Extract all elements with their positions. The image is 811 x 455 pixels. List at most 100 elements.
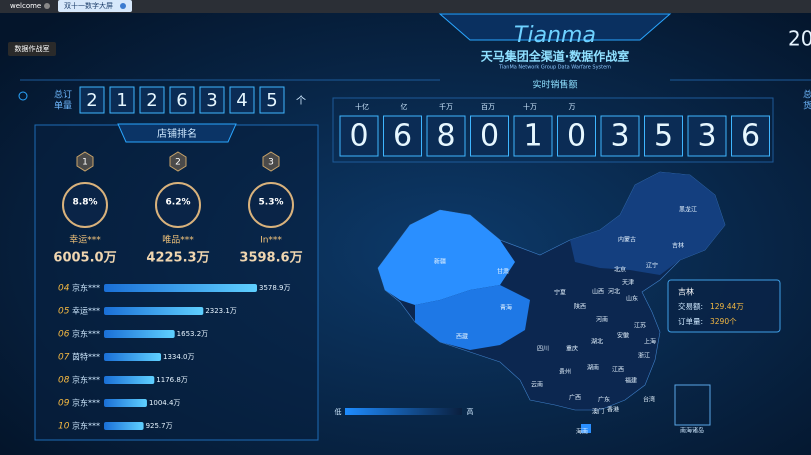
- inset-box: [674, 384, 711, 426]
- province-label: 重庆: [566, 345, 578, 353]
- digit-box: [426, 115, 466, 157]
- bar: [104, 353, 162, 361]
- order-digit: 1: [116, 90, 127, 111]
- province-label: 吉林: [672, 242, 684, 250]
- province-label: 辽宁: [646, 262, 658, 270]
- legend-bar: [345, 408, 462, 415]
- order-digit: 6: [176, 90, 187, 111]
- bar: [104, 376, 155, 384]
- rank-amount: 6005.0万: [53, 251, 116, 266]
- year: 20: [788, 27, 811, 51]
- province-label: 黑龙江: [679, 206, 697, 214]
- digit-box: [199, 86, 225, 114]
- province-label: 西藏: [456, 333, 468, 341]
- province-label: 台湾: [643, 396, 655, 404]
- sales-digit: 6: [393, 119, 412, 154]
- rank-name: In***: [260, 236, 282, 246]
- rank-percent: 6.2%: [166, 198, 191, 208]
- province-label: 云南: [531, 381, 543, 389]
- rank-ring: [62, 182, 108, 228]
- digit-box: [687, 115, 727, 157]
- rank-ring: [248, 182, 294, 228]
- province-label: 天津: [622, 280, 634, 287]
- list-rank: 08: [58, 376, 70, 386]
- value-label: 1334.0万: [163, 353, 195, 361]
- list-name: 京东***: [72, 421, 100, 431]
- sales-digit: 0: [480, 119, 499, 154]
- list-name: 京东***: [72, 375, 100, 385]
- digit-box: [339, 115, 379, 157]
- bar: [104, 307, 204, 315]
- order-digit: 2: [86, 90, 97, 111]
- tab[interactable]: welcome: [10, 2, 41, 10]
- sales-unit: 十万: [523, 102, 537, 111]
- sales-unit: 亿: [401, 102, 408, 111]
- ranking-panel: [34, 124, 319, 441]
- province-label: 甘肃: [497, 268, 509, 276]
- value-label: 2323.1万: [205, 307, 237, 315]
- province-label: 广西: [569, 394, 581, 402]
- map-region: [570, 172, 725, 275]
- title: 天马集团全渠道·数据作战室: [481, 49, 630, 64]
- subtitle: TianMa Network Group Data Warfare System: [498, 65, 611, 71]
- rank-amount: 4225.3万: [146, 251, 209, 266]
- digit-box: [139, 86, 165, 114]
- province-label: 北京: [614, 266, 626, 274]
- rank-ring: [155, 182, 201, 228]
- rank-badge: [76, 151, 94, 172]
- digit-box: [513, 115, 553, 157]
- active-tab[interactable]: [58, 0, 132, 12]
- list-name: 京东***: [72, 283, 100, 293]
- list-rank: 10: [58, 422, 70, 432]
- digit-box: [109, 86, 135, 114]
- sales-digit: 5: [654, 119, 673, 154]
- province-label: 香港: [607, 406, 619, 414]
- list-name: 京东***: [72, 398, 100, 408]
- province-label: 安徽: [617, 332, 629, 340]
- digit-box: [259, 86, 285, 114]
- rank-number: 1: [82, 158, 88, 168]
- map-region: [415, 285, 530, 350]
- list-name: 茵特***: [72, 352, 100, 362]
- digit-box: [470, 115, 509, 157]
- province-label: 浙江: [638, 352, 650, 360]
- tooltip-label: 交易额:: [678, 301, 703, 311]
- list-rank: 09: [58, 399, 70, 409]
- digit-box: [557, 115, 596, 157]
- tooltip-region: 吉林: [678, 287, 694, 297]
- sales-unit: 百万: [481, 103, 495, 111]
- sales-title: 实时销售额: [532, 79, 577, 91]
- tooltip-value: 3290个: [710, 317, 737, 326]
- tooltip-label: 订单量:: [678, 316, 703, 326]
- list-rank: 07: [58, 353, 70, 363]
- sales-frame: [332, 97, 774, 163]
- order-digit: 3: [206, 90, 217, 111]
- tab-close[interactable]: [120, 3, 126, 9]
- sales-unit: 千万: [439, 102, 453, 111]
- ranking-title: 店铺排名: [157, 127, 197, 140]
- tab-close[interactable]: [44, 3, 50, 9]
- rank-amount: 3598.6万: [239, 251, 302, 266]
- province-label: 青海: [500, 304, 512, 312]
- province-label: 贵州: [559, 368, 571, 376]
- list-rank: 06: [58, 330, 70, 340]
- order-digit: 2: [146, 90, 157, 111]
- province-label: 山西: [592, 288, 604, 296]
- province-label: 陕西: [574, 303, 586, 311]
- logo: Tianma: [514, 23, 596, 48]
- tab[interactable]: 双十一数字大屏: [64, 1, 113, 10]
- rank-badge: [169, 151, 187, 172]
- ranking-tab: [117, 123, 237, 143]
- value-label: 1176.8万: [156, 376, 188, 384]
- orders-label: 单量: [54, 100, 72, 112]
- tooltip-box: [8, 42, 56, 56]
- sales-digit: 1: [523, 119, 542, 154]
- digit-box: [79, 86, 105, 114]
- province-label: 江西: [612, 367, 624, 374]
- province-label: 河南: [596, 316, 608, 324]
- order-digit: 4: [236, 90, 247, 111]
- digit-box: [169, 86, 195, 114]
- rank-number: 3: [268, 158, 274, 168]
- list-rank: 04: [58, 284, 70, 294]
